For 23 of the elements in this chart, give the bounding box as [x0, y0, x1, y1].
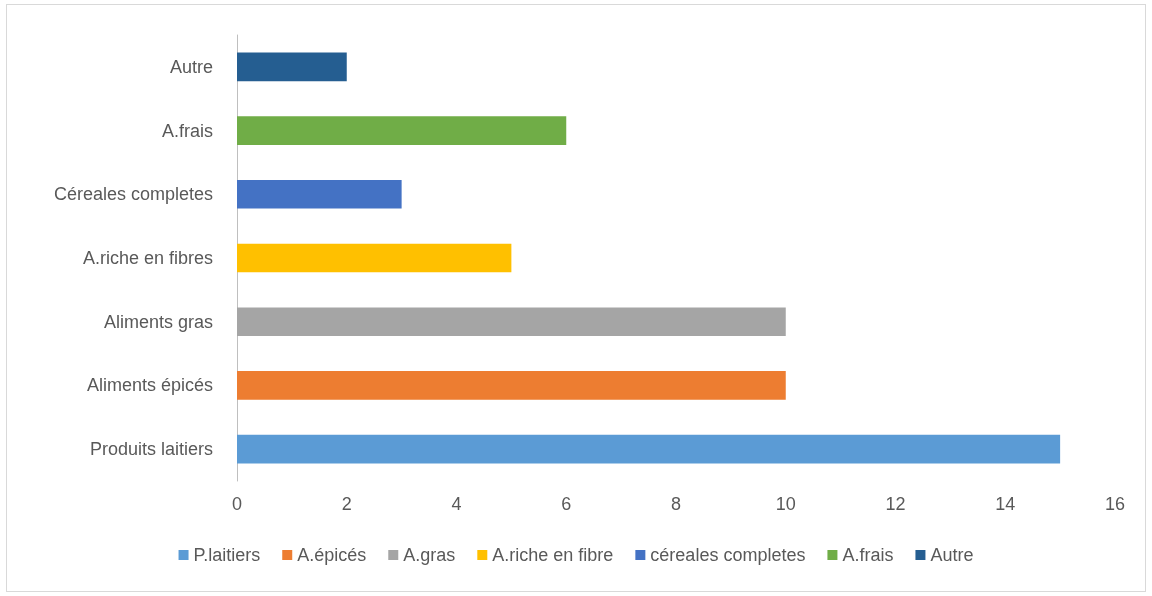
x-tick-label: 14 — [995, 494, 1016, 514]
y-tick-label: Aliments épicés — [86, 375, 213, 396]
legend-label: A.gras — [403, 545, 456, 565]
y-tick-label: Produits laitiers — [89, 439, 213, 460]
y-tick-label: A.riche en fibres — [82, 248, 213, 268]
x-tick-label: 0 — [231, 494, 243, 514]
x-tick-label: 4 — [451, 494, 462, 514]
legend-label: Autre — [930, 545, 974, 565]
x-tick-label: 8 — [670, 494, 682, 514]
legend-label: céreales completes — [650, 545, 806, 565]
y-tick-label: Aliments gras — [103, 311, 213, 332]
x-tick-label: 10 — [775, 494, 796, 514]
legend-label: A.épicés — [297, 545, 367, 565]
x-tick-label: 2 — [341, 494, 352, 514]
y-tick-label: A.frais — [161, 120, 213, 141]
x-tick-label: 6 — [561, 494, 572, 514]
y-tick-label: Autre — [169, 56, 213, 77]
legend-label: P.laitiers — [193, 545, 261, 565]
y-tick-label: Céreales completes — [53, 184, 213, 205]
x-tick-label: 12 — [885, 494, 906, 514]
x-tick-label: 16 — [1104, 494, 1126, 514]
legend-label: A.frais — [842, 545, 894, 565]
legend-label: A.riche en fibre — [492, 545, 614, 565]
